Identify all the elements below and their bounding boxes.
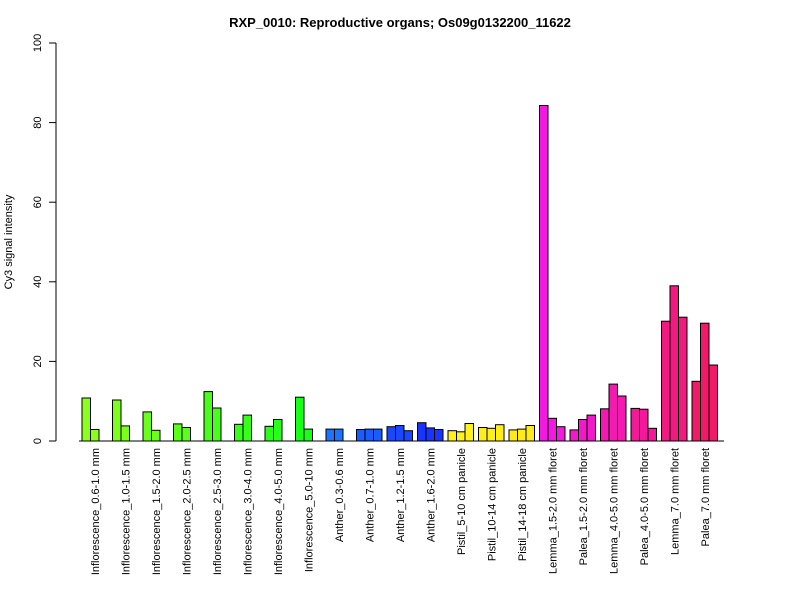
bar (700, 322, 710, 442)
y-axis-label: Cy3 signal intensity (3, 194, 15, 289)
bar (325, 428, 335, 442)
bar (464, 423, 474, 442)
bar (478, 427, 488, 442)
category-labels: Inflorescence_0.6-1.0 mm Inflorescence_1.… (90, 448, 712, 575)
x-category-label: Lemma_4.0-5.0 mm floret (609, 448, 621, 574)
bar (356, 429, 366, 442)
y-tick-label: 100 (32, 34, 44, 52)
bar (403, 430, 413, 442)
x-category-label: Inflorescence_3.0-4.0 mm (243, 448, 255, 575)
bar (334, 428, 344, 442)
bar (364, 428, 374, 442)
bar (395, 425, 405, 442)
x-category-label: Anther_1.6-2.0 mm (426, 448, 438, 542)
bar (691, 380, 701, 442)
bar (151, 429, 161, 442)
bar (173, 423, 183, 442)
bar (608, 383, 618, 442)
x-category-label: Inflorescence_2.0-2.5 mm (182, 448, 194, 575)
bar (120, 425, 130, 442)
bar (556, 426, 566, 442)
y-tick-label: 20 (32, 355, 44, 367)
bar (578, 419, 588, 442)
x-category-label: Inflorescence_1.0-1.5 mm (121, 448, 133, 575)
chart-title: RXP_0010: Reproductive organs; Os09g0132… (229, 15, 571, 30)
x-category-label: Palea_7.0 mm floret (700, 448, 712, 546)
y-tick-label: 40 (32, 276, 44, 288)
x-category-label: Inflorescence_4.0-5.0 mm (273, 448, 285, 575)
bar (639, 408, 649, 442)
bar (273, 419, 283, 442)
bar (203, 391, 213, 442)
bar (508, 429, 518, 442)
x-category-label: Lemma_7.0 mm floret (670, 448, 682, 555)
x-category-label: Inflorescence_0.6-1.0 mm (90, 448, 102, 575)
x-category-label: Pistil_10-14 cm panicle (487, 448, 499, 561)
bar (486, 427, 496, 442)
bar (456, 431, 466, 442)
y-tick-label: 0 (32, 438, 44, 444)
bar (90, 429, 100, 442)
bar (547, 417, 557, 442)
bar (617, 395, 627, 442)
bar (425, 427, 435, 442)
bar (386, 426, 396, 442)
bar (264, 425, 274, 442)
bar (212, 407, 222, 442)
bar (708, 364, 718, 442)
bar (112, 399, 122, 442)
x-category-label: Inflorescence_1.5-2.0 mm (151, 448, 163, 575)
x-category-label: Inflorescence_5.0-10 mm (304, 448, 316, 572)
bar (434, 429, 444, 442)
bar (586, 414, 596, 442)
bar (517, 428, 527, 442)
bar (373, 428, 383, 442)
bar (495, 424, 505, 442)
x-category-label: Palea_1.5-2.0 mm floret (578, 448, 590, 565)
bar (661, 320, 671, 442)
bar (447, 430, 457, 442)
bar (647, 427, 657, 442)
bar (669, 285, 679, 442)
bar (525, 425, 535, 442)
x-category-label: Anther_0.7-1.0 mm (365, 448, 377, 542)
bar (81, 397, 91, 442)
y-tick-label: 80 (32, 116, 44, 128)
bar (303, 428, 313, 442)
bar (417, 422, 427, 442)
bar (569, 429, 579, 442)
bar (242, 414, 252, 442)
x-category-label: Anther_0.3-0.6 mm (334, 448, 346, 542)
x-category-label: Anther_1.2-1.5 mm (395, 448, 407, 542)
x-category-label: Palea_4.0-5.0 mm floret (639, 448, 651, 565)
bar (295, 396, 305, 442)
bar (630, 407, 640, 442)
bar (600, 408, 610, 442)
bars (81, 105, 718, 442)
bar (678, 316, 688, 442)
y-tick-label: 60 (32, 196, 44, 208)
x-category-label: Pistil_5-10 cm panicle (456, 448, 468, 555)
bar (181, 427, 191, 442)
y-ticks: 0 20 40 60 80 100 (32, 34, 56, 444)
bar (234, 423, 244, 442)
x-category-label: Pistil_14-18 cm panicle (517, 448, 529, 561)
bar (539, 105, 549, 442)
bar (142, 411, 152, 442)
x-category-label: Lemma_1.5-2.0 mm floret (548, 448, 560, 574)
x-category-label: Inflorescence_2.5-3.0 mm (212, 448, 224, 575)
